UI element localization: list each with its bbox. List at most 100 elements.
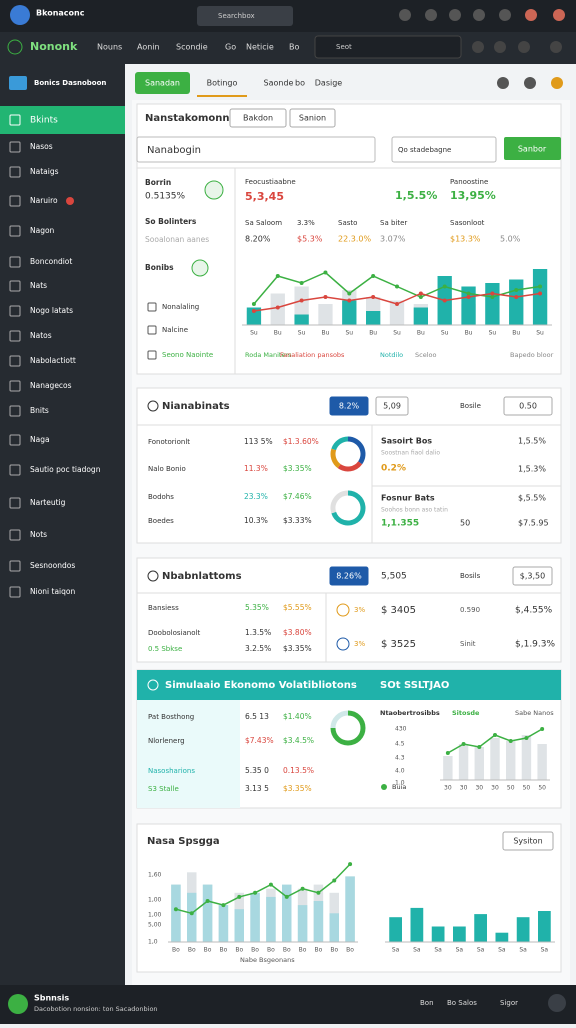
- donut-segment: [337, 461, 363, 472]
- footer-link[interactable]: Sigor: [500, 999, 518, 1007]
- label: Doobolosianolt: [148, 629, 200, 637]
- sidebar-item[interactable]: Nagon: [30, 226, 55, 235]
- button-label[interactable]: Sysiton: [513, 837, 542, 846]
- x-tick-label: Su: [536, 330, 544, 337]
- footer-link[interactable]: Bo Salos: [447, 999, 477, 1007]
- tab[interactable]: Dasige: [315, 79, 343, 88]
- sidebar-item[interactable]: Boncondiot: [30, 257, 72, 266]
- button-label[interactable]: 8.26%: [336, 572, 362, 581]
- label: Bkonaconc: [36, 9, 85, 18]
- pie-icon: [336, 637, 350, 651]
- button[interactable]: [375, 396, 409, 416]
- sidebar-item[interactable]: Sesnoondos: [30, 561, 75, 570]
- sidebar-item[interactable]: Nabolactiott: [30, 356, 76, 365]
- button-label[interactable]: 0.50: [519, 402, 537, 411]
- sidebar-item[interactable]: Naga: [30, 435, 50, 444]
- bar-bg: [443, 756, 453, 780]
- button[interactable]: [503, 396, 553, 416]
- nav-icon: [518, 41, 530, 53]
- action-button[interactable]: [504, 137, 561, 160]
- button-label[interactable]: Sanion: [299, 114, 326, 123]
- button[interactable]: [229, 108, 287, 128]
- sidebar-item[interactable]: Nots: [30, 530, 47, 539]
- x-tick-label: Bu: [417, 330, 425, 337]
- button-label[interactable]: 8.2%: [339, 402, 360, 411]
- tab[interactable]: Sanadan: [145, 79, 180, 88]
- button[interactable]: [329, 566, 369, 586]
- button[interactable]: [289, 108, 336, 128]
- sidebar-item[interactable]: Nataigs: [30, 167, 59, 176]
- bar: [313, 901, 324, 942]
- button[interactable]: [502, 831, 554, 851]
- nav-link[interactable]: Scondie: [176, 43, 208, 52]
- nav-link[interactable]: Bo: [289, 43, 299, 52]
- x-tick-label: 30: [491, 785, 499, 792]
- tab[interactable]: bo: [295, 79, 305, 88]
- tab[interactable]: Botingo: [207, 79, 238, 88]
- sidebar-item[interactable]: Nogo latats: [30, 306, 73, 315]
- sidebar-icon: [9, 434, 21, 446]
- sidebar-item[interactable]: Naruiro: [30, 196, 58, 205]
- bar: [282, 884, 292, 942]
- sidebar-item[interactable]: Nasos: [30, 142, 53, 151]
- nav-link[interactable]: Go: [225, 43, 236, 52]
- bar: [453, 926, 466, 942]
- sidebar-item[interactable]: Bkints: [30, 116, 58, 126]
- label: $3.33%: [283, 516, 312, 525]
- dropdown[interactable]: [391, 136, 497, 163]
- button-label[interactable]: Bakdon: [243, 114, 273, 123]
- label: 1,5.5%: [518, 437, 546, 446]
- top-icon: [473, 9, 485, 21]
- label: 6.5 13: [245, 712, 269, 721]
- x-tick-label: Bo: [204, 947, 212, 954]
- nav-link[interactable]: Aonin: [137, 43, 160, 52]
- x-tick-label: Sa: [392, 947, 400, 954]
- y-tick-label: 1.0: [395, 780, 405, 787]
- nav-search[interactable]: [314, 35, 462, 59]
- tab-active[interactable]: [135, 72, 190, 94]
- footer-link[interactable]: Bon: [420, 999, 434, 1007]
- x-tick-label: Sa: [519, 947, 527, 954]
- button-label[interactable]: 5,09: [383, 402, 401, 411]
- label: $3.80%: [283, 628, 312, 637]
- label: Sitosde: [452, 709, 480, 717]
- dropdown[interactable]: [136, 136, 376, 163]
- label: 0.590: [460, 606, 480, 614]
- sidebar-icon: [9, 586, 21, 598]
- donut-segment: [330, 710, 349, 729]
- button[interactable]: [512, 566, 553, 586]
- sidebar-item[interactable]: Natos: [30, 331, 52, 340]
- tab[interactable]: Saonde: [264, 79, 294, 88]
- label: Soohos bonn aso tatin: [381, 507, 448, 514]
- label: Sasoirt Bos: [381, 437, 432, 446]
- sidebar-item[interactable]: Nioni taiqon: [30, 587, 75, 596]
- button[interactable]: [329, 396, 369, 416]
- search-box[interactable]: [197, 6, 293, 26]
- bar: [297, 905, 308, 942]
- bar: [431, 926, 445, 942]
- nav-link[interactable]: Neticie: [246, 43, 274, 52]
- sidebar-active[interactable]: [0, 106, 125, 134]
- sidebar: [0, 64, 125, 985]
- label: Bosile: [460, 402, 481, 410]
- label: Sasto: [338, 219, 357, 227]
- button-label[interactable]: $,3,50: [520, 572, 545, 581]
- sidebar-item[interactable]: Nats: [30, 281, 47, 290]
- sidebar-item[interactable]: Narteutig: [30, 498, 66, 507]
- sidebar-item[interactable]: Nanagecos: [30, 381, 72, 390]
- bar: [532, 269, 548, 325]
- label: SOt SSLTJAO: [380, 680, 449, 691]
- point: [540, 727, 545, 731]
- icon: [147, 400, 159, 412]
- point: [189, 911, 194, 916]
- y-tick-label: 1,00: [148, 897, 162, 904]
- icon: [204, 180, 224, 200]
- button-label[interactable]: Sanbor: [518, 145, 547, 154]
- point: [442, 298, 447, 303]
- nav-link[interactable]: Nouns: [97, 43, 122, 52]
- sidebar-item[interactable]: Sautio poc tiadogn: [30, 465, 101, 474]
- sidebar-item[interactable]: Bnits: [30, 406, 49, 415]
- x-tick-label: Bo: [346, 947, 354, 954]
- x-tick-label: 30: [444, 785, 452, 792]
